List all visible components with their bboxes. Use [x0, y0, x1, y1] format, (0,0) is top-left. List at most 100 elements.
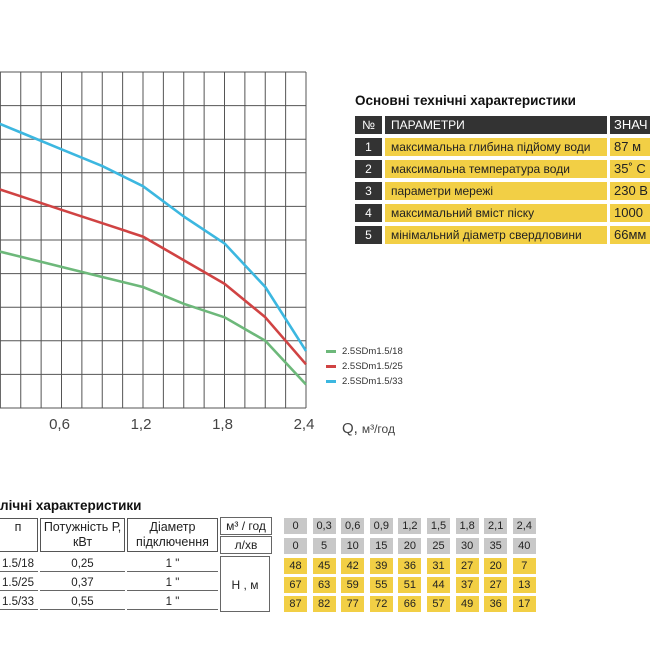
head-value-cell: 7	[512, 558, 536, 574]
head-value-cell: 48	[284, 558, 307, 574]
perf-cell-power: 0,25	[40, 556, 125, 572]
chart-grid	[0, 71, 307, 409]
col-model-label: п	[14, 520, 22, 534]
specs-num: 4	[355, 204, 382, 222]
legend-label: 2.5SDm1.5/33	[342, 376, 403, 387]
series-line-2.5SDm1.5/33	[0, 122, 308, 352]
l-value-cell: 0	[284, 538, 307, 554]
x-axis-symbol: Q,	[342, 420, 358, 437]
specs-table: Основні технічні характеристики № ПАРАМЕ…	[355, 93, 650, 248]
legend-swatch-green	[326, 350, 336, 353]
head-value-cell: 27	[455, 558, 479, 574]
head-label-box: Н , м	[220, 556, 270, 612]
x-axis-unit: м³/год	[361, 422, 395, 436]
unit-l-box: л/хв	[220, 536, 272, 554]
q-value-cell: 0,3	[312, 518, 336, 534]
perf-title: лічні характеристики	[0, 498, 142, 513]
head-value-cell: 49	[455, 596, 479, 612]
q-value-cell: 0,9	[369, 518, 393, 534]
specs-param: максимальна глибина підйому води	[385, 138, 607, 156]
q-value-cell: 0	[284, 518, 307, 534]
specs-num: 1	[355, 138, 382, 156]
pump-curve-chart: 0,6 1,2 1,8 2,4	[0, 71, 315, 433]
legend-item: 2.5SDm1.5/33	[326, 374, 403, 389]
head-value-cell: 55	[369, 577, 393, 593]
legend-label: 2.5SDm1.5/25	[342, 361, 403, 372]
chart-series	[0, 122, 308, 386]
x-tick-label: 2,4	[294, 416, 315, 433]
head-value-cell: 27	[484, 577, 508, 593]
perf-cell-model: 1.5/33	[0, 594, 38, 610]
head-value-cell: 63	[312, 577, 336, 593]
x-axis-label: Q, м³/год	[342, 420, 395, 437]
x-tick-label: 1,2	[131, 416, 152, 433]
x-tick-label: 1,8	[212, 416, 233, 433]
l-value-cell: 35	[484, 538, 508, 554]
specs-value: 1000	[610, 204, 650, 222]
head-value-cell: 13	[512, 577, 536, 593]
specs-value: 230 В	[610, 182, 650, 200]
l-value-cell: 20	[398, 538, 422, 554]
l-value-cell: 15	[369, 538, 393, 554]
head-value-cell: 17	[512, 596, 536, 612]
perf-cell-power: 0,37	[40, 575, 125, 591]
l-value-cell: 10	[341, 538, 365, 554]
perf-cell-model: 1.5/18	[0, 556, 38, 572]
legend-swatch-blue	[326, 380, 336, 383]
specs-param: мінімальний діаметр свердловини	[385, 226, 607, 244]
head-value-cell: 20	[484, 558, 508, 574]
specs-value: 35˚ С	[610, 160, 650, 178]
x-tick-label: 0,6	[49, 416, 70, 433]
head-value-cell: 51	[398, 577, 422, 593]
head-value-cell: 45	[312, 558, 336, 574]
unit-q-box: м³ / год	[220, 517, 272, 535]
perf-cell-model: 1.5/25	[0, 575, 38, 591]
specs-header-num: №	[355, 116, 382, 134]
specs-param: параметри мережі	[385, 182, 607, 200]
col-diam-label: Діаметр підключення	[136, 520, 209, 549]
head-value-cell: 44	[427, 577, 450, 593]
specs-row: 4 максимальний вміст піску 1000	[355, 204, 650, 222]
specs-num: 2	[355, 160, 382, 178]
head-value-cell: 59	[341, 577, 365, 593]
specs-value: 87 м	[610, 138, 650, 156]
col-power-label: Потужність Р, кВт	[43, 520, 122, 549]
col-model-header: п	[0, 518, 38, 552]
l-value-cell: 5	[312, 538, 336, 554]
specs-header-row: № ПАРАМЕТРИ ЗНАЧ	[355, 116, 650, 134]
head-value-cell: 67	[284, 577, 307, 593]
specs-param: максимальна температура води	[385, 160, 607, 178]
q-value-cell: 0,6	[341, 518, 365, 534]
perf-cell-diam: 1 "	[127, 594, 218, 610]
specs-num: 5	[355, 226, 382, 244]
legend-label: 2.5SDm1.5/18	[342, 346, 403, 357]
q-value-cell: 2,4	[512, 518, 536, 534]
head-value-cell: 82	[312, 596, 336, 612]
unit-q-label: м³ / год	[226, 519, 266, 533]
head-value-cell: 39	[369, 558, 393, 574]
head-value-cell: 66	[398, 596, 422, 612]
q-value-cell: 1,8	[455, 518, 479, 534]
head-value-cell: 77	[341, 596, 365, 612]
legend-swatch-red	[326, 365, 336, 368]
head-value-cell: 42	[341, 558, 365, 574]
legend-item: 2.5SDm1.5/18	[326, 344, 403, 359]
head-value-cell: 36	[398, 558, 422, 574]
perf-cell-diam: 1 "	[127, 556, 218, 572]
head-label: Н , м	[231, 578, 259, 592]
specs-row: 5 мінімальний діаметр свердловини 66мм	[355, 226, 650, 244]
q-value-cell: 1,5	[427, 518, 450, 534]
l-value-cell: 40	[512, 538, 536, 554]
specs-header-value: ЗНАЧ	[610, 116, 650, 134]
q-value-cell: 1,2	[398, 518, 422, 534]
col-power-header: Потужність Р, кВт	[40, 518, 125, 552]
head-value-cell: 37	[455, 577, 479, 593]
specs-row: 1 максимальна глибина підйому води 87 м	[355, 138, 650, 156]
chart-legend: 2.5SDm1.5/18 2.5SDm1.5/25 2.5SDm1.5/33	[326, 344, 403, 389]
specs-num: 3	[355, 182, 382, 200]
head-value-cell: 87	[284, 596, 307, 612]
head-value-cell: 72	[369, 596, 393, 612]
series-line-2.5SDm1.5/18	[0, 250, 307, 386]
specs-row: 3 параметри мережі 230 В	[355, 182, 650, 200]
head-value-cell: 57	[427, 596, 450, 612]
